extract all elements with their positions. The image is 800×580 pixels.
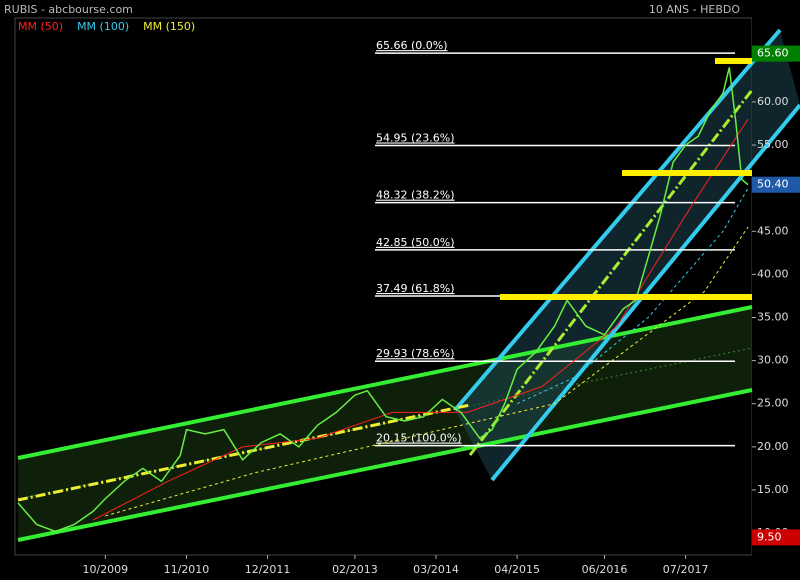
line bbox=[92, 118, 749, 521]
price-marker-label: 65.60 bbox=[757, 47, 789, 60]
cyan-channel-fill bbox=[455, 30, 800, 480]
resistance-bar bbox=[500, 294, 752, 300]
line bbox=[105, 226, 749, 517]
price-marker bbox=[752, 529, 800, 546]
cyan-channel-bottom bbox=[490, 103, 800, 482]
y-tick-label: 15.00 bbox=[757, 483, 789, 496]
x-tick-label: 12/2011 bbox=[245, 563, 291, 576]
line bbox=[17, 67, 749, 533]
yellow-trend bbox=[468, 89, 754, 456]
x-tick-label: 07/2017 bbox=[663, 563, 709, 576]
y-tick-label: 35.00 bbox=[757, 311, 789, 324]
fib-label: 20.15 (100.0%) bbox=[376, 432, 462, 445]
price-marker-label: 9.50 bbox=[757, 530, 782, 543]
y-tick-label: 30.00 bbox=[757, 354, 789, 367]
price-marker bbox=[752, 176, 800, 193]
x-tick-label: 06/2016 bbox=[582, 563, 628, 576]
fib-label: 42.85 (50.0%) bbox=[376, 236, 455, 249]
fib-label: 37.49 (61.8%) bbox=[376, 282, 455, 295]
chart-title: RUBIS - abcbourse.com bbox=[4, 3, 133, 16]
x-tick-label: 03/2014 bbox=[413, 563, 459, 576]
chart-subtitle: 10 ANS - HEBDO bbox=[649, 3, 740, 16]
resistance-bar bbox=[622, 170, 752, 176]
lines-group bbox=[17, 67, 749, 533]
resistance-bar bbox=[715, 58, 752, 64]
axes-group: 10.0015.0020.0025.0030.0035.0040.0045.00… bbox=[82, 45, 800, 576]
legend-entry: MM (150) bbox=[143, 20, 195, 33]
legend-entry: MM (50) bbox=[18, 20, 63, 33]
y-tick-label: 20.00 bbox=[757, 440, 789, 453]
fib-label: 29.93 (78.6%) bbox=[376, 347, 455, 360]
x-tick-label: 02/2013 bbox=[332, 563, 378, 576]
y-tick-label: 60.00 bbox=[757, 95, 789, 108]
legend-entry: MM (100) bbox=[77, 20, 129, 33]
yellow-trend bbox=[17, 403, 471, 502]
x-tick-label: 04/2015 bbox=[494, 563, 540, 576]
fib-label: 54.95 (23.6%) bbox=[376, 131, 455, 144]
price-marker-label: 50.40 bbox=[757, 178, 789, 191]
cyan-channel-top bbox=[453, 28, 782, 412]
price-marker bbox=[752, 45, 800, 62]
y-tick-label: 40.00 bbox=[757, 267, 789, 280]
y-tick-label: 25.00 bbox=[757, 397, 789, 410]
x-tick-label: 10/2009 bbox=[82, 563, 128, 576]
y-tick-label: 45.00 bbox=[757, 224, 789, 237]
green-channel-bottom bbox=[17, 388, 753, 542]
fibonacci-group: 65.66 (0.0%) 54.95 (23.6%) 48.32 (38.2%) 42… bbox=[375, 39, 735, 447]
fib-label: 65.66 (0.0%) bbox=[376, 39, 448, 52]
y-tick-label: 55.00 bbox=[757, 138, 789, 151]
x-tick-label: 11/2010 bbox=[164, 563, 210, 576]
line bbox=[516, 187, 749, 405]
fib-label: 48.32 (38.2%) bbox=[376, 189, 455, 202]
